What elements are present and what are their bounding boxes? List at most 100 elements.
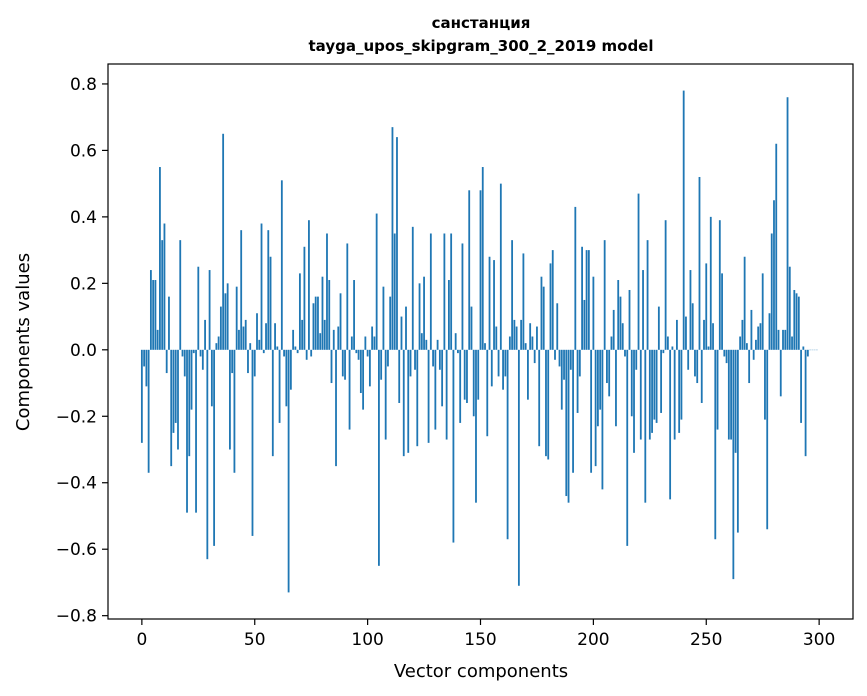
- bar: [224, 293, 227, 350]
- bar: [484, 343, 486, 350]
- bar: [357, 349, 360, 360]
- bar: [497, 349, 500, 377]
- bar: [210, 349, 213, 407]
- bar: [319, 333, 322, 350]
- bar: [804, 349, 807, 457]
- bar: [723, 349, 726, 357]
- bar: [520, 319, 523, 350]
- bar: [308, 220, 310, 350]
- bar: [682, 90, 685, 350]
- bar: [549, 263, 552, 350]
- bar: [271, 349, 274, 457]
- bar: [633, 349, 635, 453]
- bar: [490, 349, 493, 387]
- bar: [499, 183, 502, 350]
- bar: [712, 323, 714, 350]
- bar: [721, 273, 723, 350]
- bar: [387, 349, 389, 367]
- bar: [432, 349, 434, 367]
- bar: [174, 349, 177, 423]
- bar: [217, 336, 220, 350]
- bar: [705, 263, 708, 350]
- y-tick-label: 0.6: [70, 141, 97, 161]
- bar: [294, 346, 297, 350]
- bar: [222, 133, 225, 350]
- bar: [536, 326, 538, 350]
- bar: [149, 270, 152, 350]
- bar: [366, 349, 369, 357]
- bar: [278, 349, 281, 423]
- bar: [603, 240, 606, 350]
- bar: [671, 346, 674, 350]
- bar: [190, 349, 193, 410]
- bar: [337, 326, 340, 350]
- bar: [748, 349, 751, 384]
- bar: [615, 349, 617, 427]
- bar: [727, 349, 730, 440]
- bar: [775, 143, 778, 350]
- bar: [461, 243, 464, 350]
- bar: [637, 193, 640, 350]
- bar: [531, 336, 534, 350]
- y-tick-label: 0.2: [70, 274, 97, 294]
- bar: [328, 280, 331, 350]
- bar: [355, 349, 358, 354]
- bar: [680, 349, 683, 420]
- bar: [459, 349, 462, 423]
- bar: [495, 326, 498, 350]
- bar: [436, 339, 439, 350]
- bar: [628, 289, 631, 350]
- bar: [678, 349, 681, 433]
- bar: [745, 343, 748, 350]
- bar: [596, 349, 599, 427]
- bar: [725, 349, 728, 364]
- bar: [348, 349, 351, 430]
- chart-subtitle: tayga_upos_skipgram_300_2_2019 model: [309, 37, 654, 55]
- bar: [493, 260, 495, 350]
- bar: [359, 349, 362, 394]
- bar: [655, 349, 658, 423]
- bar: [707, 346, 710, 350]
- bar: [755, 339, 757, 350]
- bar: [188, 349, 191, 457]
- bar: [718, 220, 721, 350]
- bar: [181, 349, 184, 357]
- bar: [262, 349, 265, 354]
- bar: [524, 343, 527, 350]
- bar: [662, 349, 665, 354]
- bar: [450, 233, 453, 350]
- bar: [375, 213, 378, 350]
- bar: [714, 349, 717, 540]
- bar: [310, 349, 313, 357]
- bar: [414, 349, 416, 370]
- bar: [423, 276, 425, 350]
- bar: [204, 319, 206, 350]
- bar: [305, 349, 308, 360]
- bar: [752, 349, 755, 360]
- bar: [657, 306, 660, 350]
- y-axis-label: Components values: [13, 253, 34, 431]
- bar: [335, 349, 337, 467]
- bar: [576, 349, 579, 413]
- x-tick-label: 50: [244, 630, 266, 650]
- bar: [269, 256, 272, 350]
- bar: [201, 349, 204, 370]
- bar: [660, 349, 663, 413]
- bar: [156, 329, 159, 350]
- bar: [470, 306, 473, 350]
- bar: [402, 349, 405, 457]
- bar: [560, 349, 563, 410]
- bar: [486, 349, 489, 437]
- bar: [238, 329, 240, 350]
- bar: [242, 326, 245, 350]
- bar: [253, 349, 256, 377]
- bar: [558, 349, 561, 367]
- bar: [601, 349, 604, 490]
- bar: [186, 349, 188, 513]
- bar: [140, 349, 143, 443]
- bar: [314, 296, 317, 350]
- bar: [452, 349, 455, 543]
- bar: [504, 349, 507, 377]
- x-tick-label: 300: [803, 630, 835, 650]
